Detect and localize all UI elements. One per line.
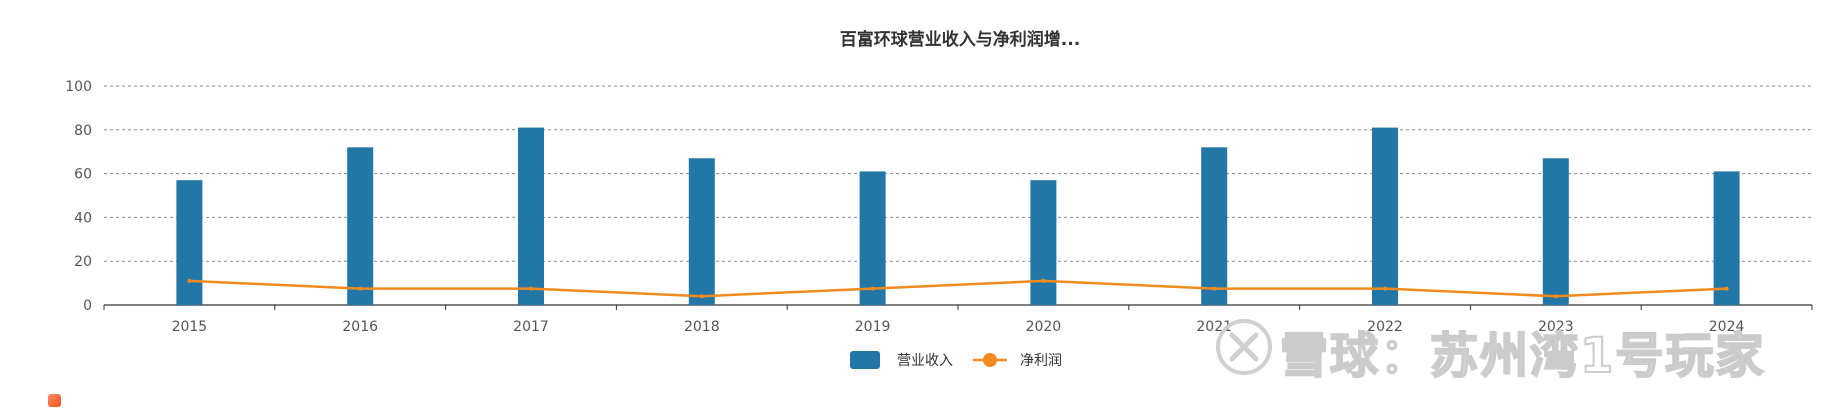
line-point[interactable] bbox=[529, 286, 533, 291]
y-tick-label: 40 bbox=[74, 210, 92, 226]
x-tick-label: 2016 bbox=[342, 319, 378, 335]
corner-badge-icon bbox=[48, 394, 61, 407]
x-tick-label: 2023 bbox=[1538, 319, 1574, 335]
chart-title: 百富环球营业收入与净利润增... bbox=[840, 29, 1080, 50]
legend-swatch-dot bbox=[983, 353, 997, 367]
y-tick-label: 60 bbox=[74, 167, 92, 183]
grid-layer bbox=[104, 85, 1812, 262]
bar[interactable] bbox=[518, 127, 544, 305]
bar[interactable] bbox=[1713, 171, 1740, 305]
line-series[interactable] bbox=[189, 279, 1727, 298]
line-point[interactable] bbox=[699, 294, 704, 299]
line-point[interactable] bbox=[187, 278, 192, 283]
x-tick-label: 2017 bbox=[513, 319, 549, 335]
y-tick-label: 80 bbox=[74, 123, 92, 139]
line-point[interactable] bbox=[1383, 286, 1387, 291]
legend-item-profit[interactable]: 净利润 bbox=[973, 353, 1062, 369]
line-layer bbox=[187, 278, 1729, 299]
bar[interactable] bbox=[1201, 147, 1228, 305]
legend-swatch-bar bbox=[850, 351, 880, 369]
snowball-logo-icon bbox=[1216, 319, 1272, 375]
line-point[interactable] bbox=[1041, 278, 1046, 283]
line-point[interactable] bbox=[358, 286, 363, 291]
line-point[interactable] bbox=[1212, 286, 1217, 291]
x-tick-label: 2024 bbox=[1709, 319, 1745, 335]
bar[interactable] bbox=[176, 180, 203, 305]
x-tick-label: 2015 bbox=[172, 319, 208, 335]
bar[interactable] bbox=[1372, 127, 1398, 305]
bar[interactable] bbox=[347, 147, 374, 305]
y-tick-label: 0 bbox=[83, 298, 92, 314]
legend-label: 营业收入 bbox=[897, 353, 953, 369]
bar[interactable] bbox=[1542, 158, 1569, 305]
watermark: 雪球：苏州湾1号玩家 bbox=[1279, 327, 1766, 385]
bar[interactable] bbox=[1030, 180, 1057, 305]
legend[interactable]: 营业收入 净利润 bbox=[850, 351, 1062, 369]
line-point[interactable] bbox=[1553, 294, 1558, 299]
line-point[interactable] bbox=[870, 286, 875, 291]
bars-layer bbox=[176, 127, 1740, 305]
x-tick-label: 2019 bbox=[855, 319, 891, 335]
x-tick-label: 2018 bbox=[684, 319, 720, 335]
y-tick-label: 20 bbox=[74, 254, 92, 270]
y-tick-label: 100 bbox=[65, 79, 92, 95]
bar[interactable] bbox=[859, 171, 886, 305]
legend-label: 净利润 bbox=[1020, 353, 1062, 369]
bar[interactable] bbox=[688, 158, 715, 305]
legend-item-revenue[interactable]: 营业收入 bbox=[850, 351, 953, 369]
line-point[interactable] bbox=[1724, 286, 1729, 291]
x-tick-label: 2022 bbox=[1367, 319, 1403, 335]
x-tick-label: 2020 bbox=[1026, 319, 1062, 335]
